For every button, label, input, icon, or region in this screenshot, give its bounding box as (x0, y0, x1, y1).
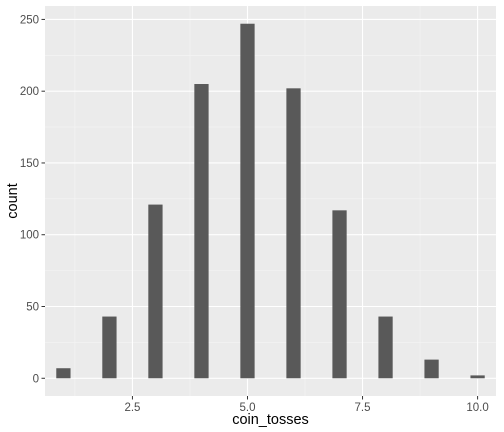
y-axis-title: count (5, 183, 21, 218)
bar-9 (424, 359, 439, 379)
x-tick-label-1: 5.0 (239, 402, 255, 414)
y-axis-ticks: 0 50 100 150 200 250 (20, 14, 45, 385)
bar-4 (194, 84, 209, 379)
bar-6 (286, 88, 301, 379)
bar-8 (378, 316, 393, 379)
y-tick-label-2: 100 (20, 230, 39, 242)
x-tick-label-0: 2.5 (124, 402, 140, 414)
y-tick-label-0: 0 (33, 373, 39, 385)
bar-3 (148, 204, 163, 379)
plot-panel (45, 6, 496, 396)
minor-gridlines (45, 6, 496, 396)
x-tick-label-2: 7.5 (355, 402, 371, 414)
bar-1 (56, 368, 71, 379)
y-tick-label-3: 150 (20, 158, 39, 170)
bars (56, 23, 485, 379)
bar-5 (240, 23, 255, 379)
bar-10 (470, 375, 485, 379)
bar-7 (332, 210, 347, 379)
x-axis-title: coin_tosses (232, 412, 309, 428)
y-tick-label-4: 200 (20, 86, 39, 98)
y-tick-label-1: 50 (26, 302, 39, 314)
bar-2 (102, 316, 117, 379)
y-tick-label-5: 250 (20, 14, 39, 26)
x-axis-ticks: 2.5 5.0 7.5 10.0 (124, 396, 489, 414)
x-tick-label-3: 10.0 (466, 402, 488, 414)
